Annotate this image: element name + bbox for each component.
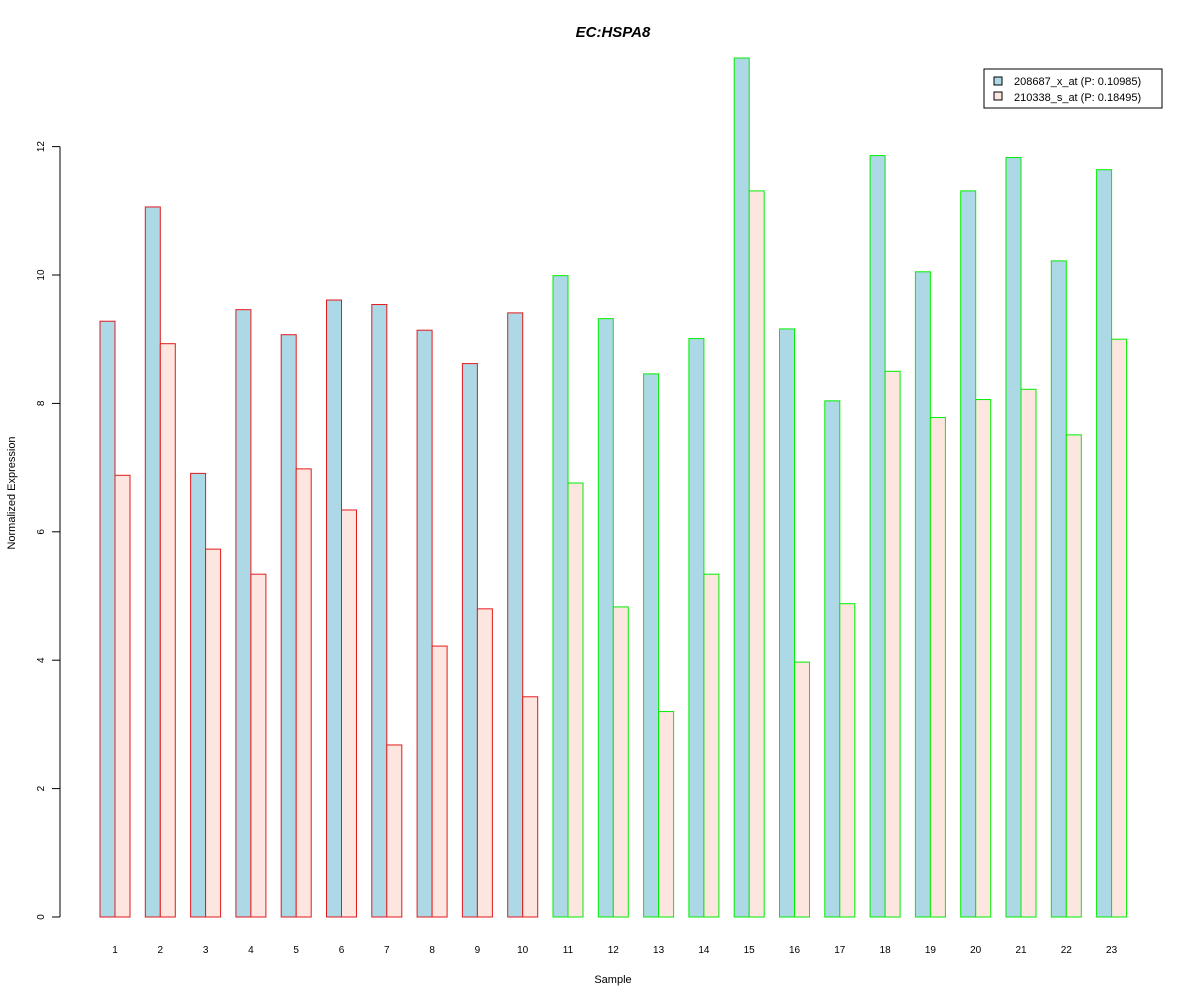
x-tick-label: 13 (653, 945, 665, 956)
legend-swatch (993, 91, 1003, 101)
bar-series-1 (779, 328, 795, 918)
y-tick-label: 8 (36, 400, 47, 406)
y-tick-label: 12 (36, 141, 47, 153)
legend-swatch (993, 76, 1003, 86)
bar-series-2 (1111, 338, 1128, 918)
legend: 208687_x_at (P: 0.10985) 210338_s_at (P:… (983, 68, 1163, 109)
x-tick-label: 16 (789, 945, 801, 956)
bar-series-1 (1096, 169, 1113, 918)
y-axis: 0 2 4 6 8 10 12 (36, 141, 61, 920)
bar-series-2 (114, 474, 131, 918)
bar-series-2 (703, 573, 720, 918)
bar-series-2 (386, 744, 403, 918)
x-tick-label: 23 (1106, 945, 1118, 956)
x-tick-label: 1 (112, 945, 118, 956)
bar-series-1 (914, 271, 931, 918)
bar-series-1 (507, 312, 524, 918)
bar-series-1 (1050, 260, 1067, 918)
bars-group (99, 57, 1128, 918)
bar-series-2 (159, 343, 176, 918)
y-tick-label: 2 (36, 785, 47, 791)
y-tick-label: 10 (36, 269, 47, 281)
bar-series-2 (839, 603, 856, 918)
legend-label: 210338_s_at (P: 0.18495) (1014, 92, 1141, 104)
bar-series-2 (295, 468, 312, 918)
x-tick-label: 15 (744, 945, 756, 956)
x-tick-label: 7 (384, 945, 390, 956)
bar-series-1 (960, 190, 977, 918)
x-tick-label: 5 (293, 945, 299, 956)
bar-series-2 (794, 661, 810, 918)
x-tick-label: 4 (248, 945, 254, 956)
y-tick-label: 0 (36, 914, 47, 920)
bar-series-2 (341, 509, 357, 918)
y-tick-label: 4 (36, 657, 47, 663)
legend-label: 208687_x_at (P: 0.10985) (1014, 76, 1141, 88)
bar-series-2 (205, 548, 222, 918)
bar-series-2 (431, 645, 448, 918)
bar-series-1 (733, 57, 750, 918)
x-tick-label: 18 (880, 945, 892, 956)
x-tick-label: 11 (563, 945, 574, 956)
x-tick-label: 21 (1015, 945, 1027, 956)
x-tick-label: 17 (834, 945, 846, 956)
chart-title: EC:HSPA8 (576, 24, 651, 41)
x-tick-label: 8 (429, 945, 435, 956)
x-axis-title: Sample (594, 974, 631, 986)
x-tick-label: 12 (608, 945, 620, 956)
bar-series-1 (190, 472, 207, 918)
bar-series-2 (929, 417, 946, 918)
x-tick-labels: 1 2 3 4 5 6 7 8 9 10 11 12 13 14 15 16 17 18 19 20 21 22 23 (112, 945, 1117, 956)
bar-series-2 (522, 696, 539, 918)
bar-series-2 (612, 606, 629, 918)
bar-series-1 (371, 304, 388, 918)
bar-series-2 (476, 608, 493, 918)
x-tick-label: 19 (925, 945, 937, 956)
x-tick-label: 6 (339, 945, 345, 956)
bar-series-2 (567, 482, 584, 918)
bar-series-1 (326, 299, 342, 918)
bar-series-2 (658, 711, 675, 918)
y-tick-label: 6 (36, 529, 47, 535)
x-tick-label: 10 (517, 945, 529, 956)
bar-series-1 (461, 363, 478, 918)
bar-series-2 (1065, 434, 1082, 918)
bar-series-1 (1005, 157, 1022, 918)
x-tick-label: 22 (1061, 945, 1073, 956)
y-axis-title: Normalized Expression (6, 436, 18, 549)
bar-series-1 (99, 320, 116, 918)
bar-series-2 (748, 190, 765, 918)
x-tick-label: 3 (203, 945, 209, 956)
x-tick-label: 2 (158, 945, 164, 956)
bar-series-1 (869, 155, 886, 918)
bar-series-1 (280, 334, 297, 918)
bar-series-2 (884, 370, 901, 918)
bar-series-1 (643, 373, 660, 918)
bar-series-1 (597, 318, 614, 918)
bar-series-1 (824, 400, 841, 918)
bar-series-1 (552, 275, 569, 918)
bar-series-1 (688, 338, 705, 918)
legend-box (983, 68, 1163, 109)
bar-series-1 (144, 206, 161, 918)
x-tick-label: 20 (970, 945, 982, 956)
x-tick-label: 14 (698, 945, 710, 956)
bar-series-1 (235, 309, 252, 918)
x-tick-label: 9 (475, 945, 481, 956)
bar-series-2 (250, 573, 267, 918)
bar-series-1 (416, 329, 433, 918)
bar-series-2 (975, 399, 992, 918)
bar-series-2 (1020, 388, 1037, 918)
